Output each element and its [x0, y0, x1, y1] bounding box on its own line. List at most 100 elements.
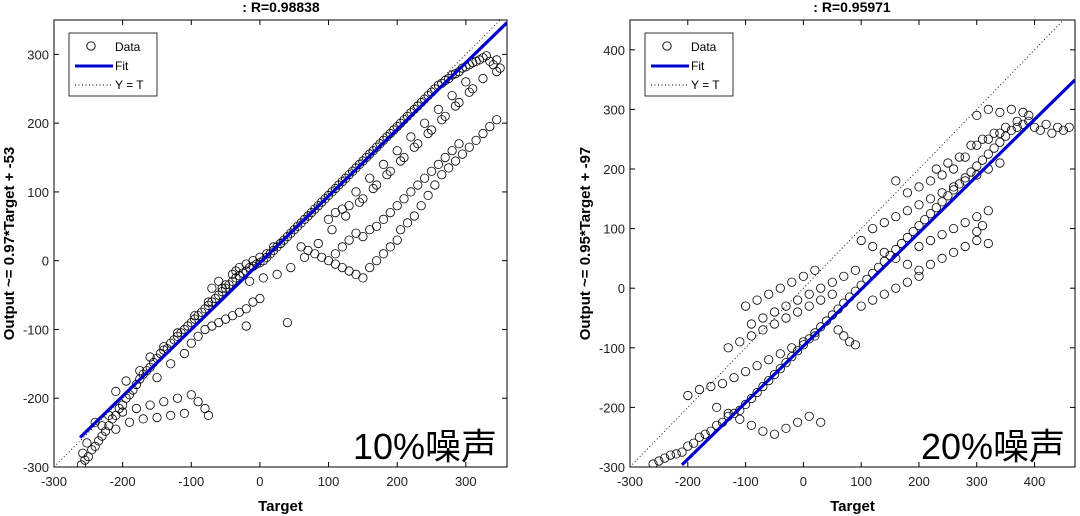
chart2-data-point [983, 206, 993, 216]
chart2-data-point [746, 331, 757, 341]
chart1-data-point [286, 262, 296, 273]
chart2-data-point [972, 140, 982, 150]
chart1-plot-area [54, 20, 507, 467]
chart2-legend-label: Data [691, 40, 717, 54]
chart1-data-point [334, 180, 344, 190]
chart2-ytick-label: 300 [603, 102, 625, 117]
chart1-data-point [461, 77, 471, 87]
chart1-data-point [320, 194, 330, 204]
chart1-data-point [289, 225, 299, 235]
chart1-data-point [152, 412, 162, 423]
chart2-data-point [954, 152, 965, 162]
chart2-axes-box [629, 19, 1076, 468]
chart1-data-point [317, 197, 327, 207]
chart2-data-point [740, 399, 751, 409]
chart1-data-point [258, 273, 268, 283]
chart1-data-point [399, 152, 409, 163]
chart1-data-point [327, 187, 337, 197]
chart2-data-point [937, 170, 947, 180]
chart2-data-point [972, 161, 982, 171]
chart1-data-point [433, 159, 443, 169]
chart1-data-point [419, 173, 430, 183]
chart1-ytick-label: 100 [27, 185, 49, 200]
chart1-data-point [378, 249, 389, 259]
chart1-data-point [365, 262, 375, 273]
chart1-data-point [183, 321, 193, 331]
chart2-data-point [683, 390, 693, 401]
chart2-data-point [746, 393, 757, 404]
chart2-data-point [792, 346, 803, 356]
chart1-data-point [78, 448, 88, 458]
chart2-data-point [775, 364, 785, 374]
chart1-data-point [354, 197, 364, 207]
chart1-data-point [203, 297, 213, 307]
chart1-ytick-label: 0 [42, 254, 49, 269]
chart2-data-point [729, 372, 739, 383]
chart2-data-point [891, 212, 901, 222]
chart2-xtick-label: 100 [850, 474, 872, 489]
chart2-data-point [902, 206, 913, 216]
chart1-data-point [358, 194, 368, 204]
chart2-noise-annotation: 20%噪声 [921, 426, 1065, 467]
chart1-data-point [323, 190, 334, 200]
chart1-data-point [423, 128, 433, 139]
chart2-data-point [943, 191, 953, 201]
chart2-data-point [937, 197, 947, 207]
chart2-data-point [902, 232, 913, 243]
chart2-legend-data-marker [662, 41, 672, 51]
chart1-data-point [272, 242, 282, 252]
chart2-ytick-label: 0 [618, 281, 625, 296]
chart2-data-point [1024, 110, 1034, 121]
chart1-data-point [347, 166, 358, 176]
chart2-data-point [844, 337, 855, 347]
chart2-data-point [931, 164, 941, 174]
chart2-ytick-label: 100 [603, 222, 625, 237]
chart1-data-point [203, 410, 213, 420]
chart1-data-point [371, 221, 382, 231]
chart1-data-point [131, 403, 141, 414]
chart1-data-point [306, 208, 316, 218]
chart1-data-point [190, 314, 200, 324]
chart1-data-point [447, 91, 457, 101]
chart1-data-point [327, 225, 337, 235]
chart1-data-point [293, 221, 303, 231]
chart1-xtick-label: 0 [256, 474, 263, 489]
chart1-data-point [245, 276, 255, 286]
chart1-data-point [457, 149, 467, 159]
chart2-data-point [671, 449, 681, 459]
chart1-data-point [385, 166, 395, 176]
chart2-data-point [1018, 119, 1028, 129]
chart2-data-point [816, 295, 826, 305]
chart2-data-point [1053, 122, 1063, 132]
chart1-data-point [76, 460, 87, 467]
chart2-data-point [972, 227, 982, 237]
chart2-data-point [792, 307, 803, 317]
chart1-data-point [365, 173, 375, 183]
chart1-data-point [80, 455, 90, 465]
chart1-ytick-label: 300 [27, 47, 49, 62]
chart2-data-point [758, 426, 768, 436]
chart1-data-point [176, 328, 186, 338]
chart2-xtick-label: 200 [908, 474, 930, 489]
chart2-data-point [816, 417, 826, 427]
chart1-xtick-label: 100 [318, 474, 340, 489]
chart1-data-point [107, 414, 117, 424]
chart1-data-point [471, 135, 481, 145]
chart2-data-point [902, 277, 913, 287]
chart1-data-point [419, 118, 430, 128]
chart1-data-point [310, 204, 320, 214]
chart2-data-point [839, 271, 849, 281]
chart1-data-point [217, 283, 227, 293]
chart2-data-point [752, 295, 762, 305]
chart2-data-point [977, 221, 988, 231]
chart2-data-point [1012, 122, 1022, 132]
chart2-legend-label: Y = T [691, 78, 720, 92]
chart2-data-point [769, 307, 780, 317]
chart1-data-point [464, 87, 474, 97]
chart2-data-point [937, 188, 947, 198]
chart2-data-point [1006, 104, 1017, 115]
chart2-data-point [827, 289, 837, 299]
chart2-data-point [856, 235, 866, 246]
chart2-data-point [868, 241, 878, 252]
